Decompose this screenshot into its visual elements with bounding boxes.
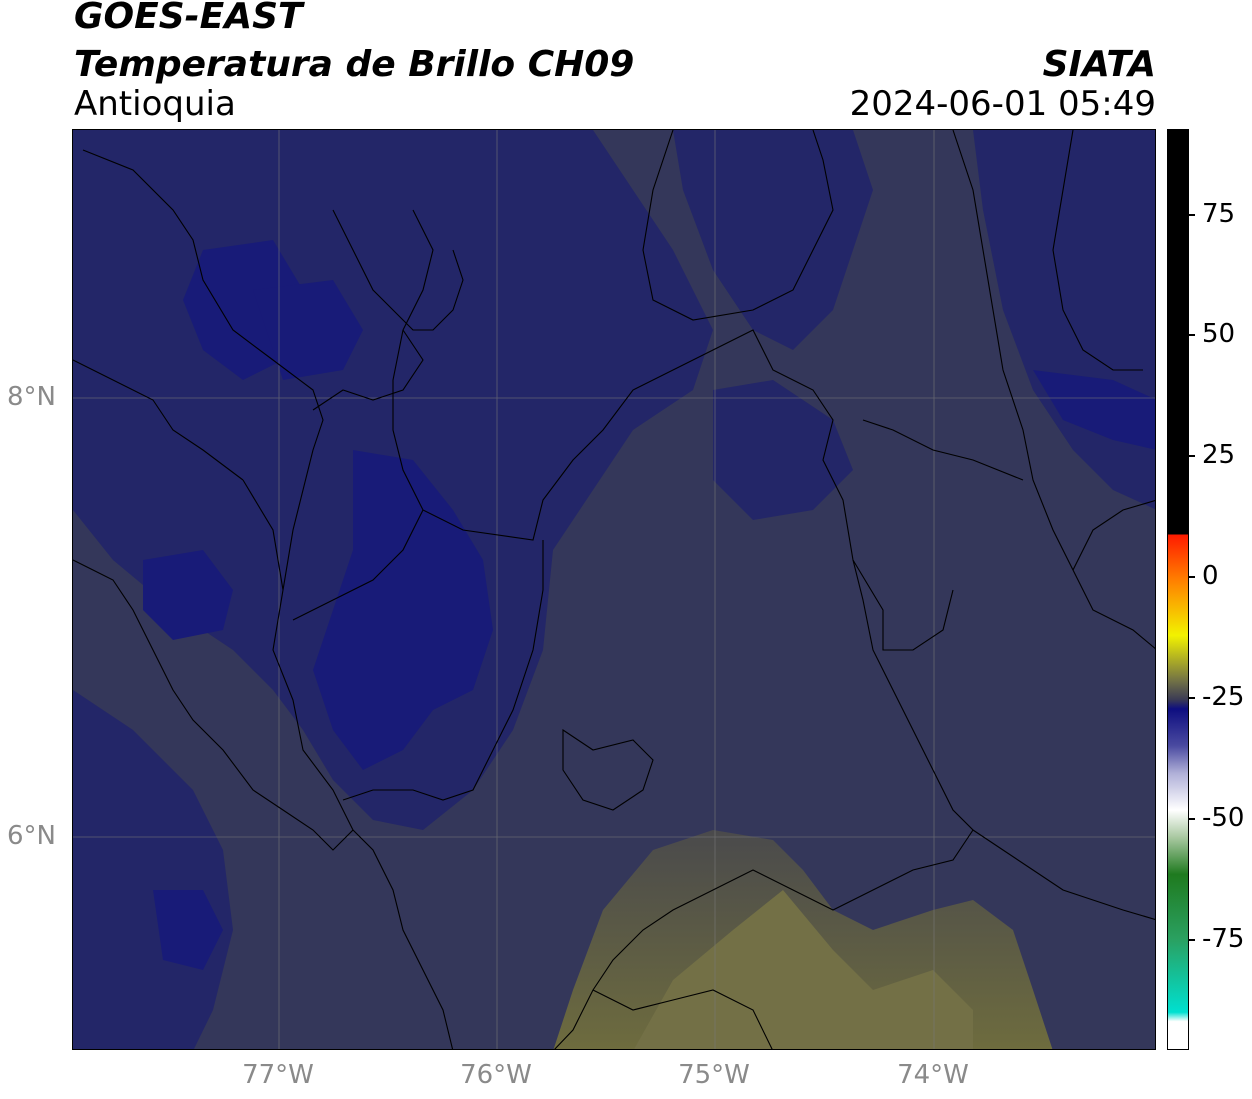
colorbar-tick xyxy=(1189,697,1195,699)
political-boundaries xyxy=(73,130,1155,1049)
colorbar-label-minus25: -25 xyxy=(1202,682,1245,712)
colorbar-tick xyxy=(1189,214,1195,216)
colorbar-label-minus50: -50 xyxy=(1202,803,1245,833)
colorbar-label-75: 75 xyxy=(1202,199,1236,229)
lat-tick-6N: 6°N xyxy=(7,821,56,851)
coldest-cloud-cores xyxy=(143,240,1155,970)
colorbar-tick xyxy=(1189,576,1195,578)
colorbar-tick xyxy=(1189,334,1195,336)
datetime-label: 2024-06-01 05:49 xyxy=(849,84,1156,124)
colorbar-label-50: 50 xyxy=(1202,319,1236,349)
map-panel[interactable] xyxy=(72,129,1156,1050)
lat-tick-8N: 8°N xyxy=(7,382,56,412)
colorbar-tick xyxy=(1189,818,1195,820)
lon-tick-77W: 77°W xyxy=(242,1060,314,1090)
lon-tick-74W: 74°W xyxy=(897,1060,969,1090)
warmest-region xyxy=(634,890,973,1049)
colorbar-tick xyxy=(1189,455,1195,457)
colorbar-label-25: 25 xyxy=(1202,440,1236,470)
colorbar-tick xyxy=(1189,939,1195,941)
graticule xyxy=(73,130,1155,1049)
map-graphic xyxy=(73,130,1155,1049)
colorbar-label-minus75: -75 xyxy=(1202,924,1245,954)
org-label: SIATA xyxy=(1042,44,1156,85)
colorbar xyxy=(1167,129,1189,1050)
region-label: Antioquia xyxy=(74,84,236,124)
title-satellite: GOES-EAST xyxy=(74,0,303,37)
title-product: Temperatura de Brillo CH09 xyxy=(74,44,635,85)
lon-tick-75W: 75°W xyxy=(678,1060,750,1090)
colorbar-label-0: 0 xyxy=(1202,561,1219,591)
lon-tick-76W: 76°W xyxy=(460,1060,532,1090)
